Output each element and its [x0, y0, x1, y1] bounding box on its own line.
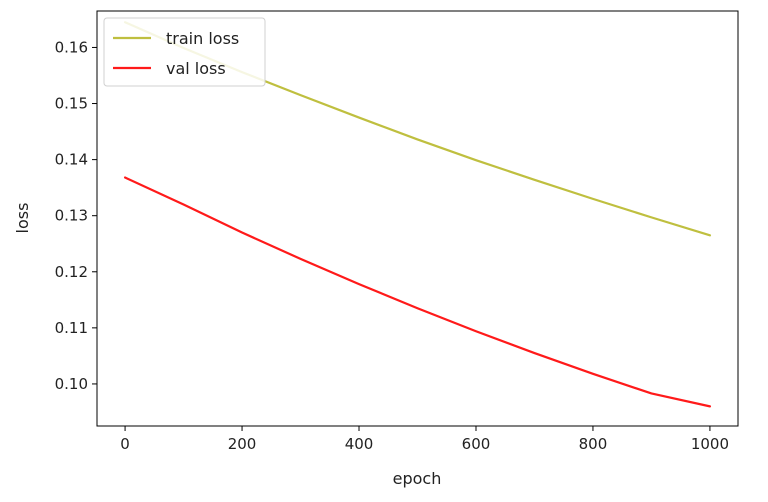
x-tick-label: 600 [462, 435, 491, 453]
y-tick-label: 0.13 [55, 207, 88, 225]
legend-label-train-loss: train loss [166, 29, 239, 48]
ticks-layer: 0 200 400 600 800 1000 0.10 0.11 0.12 0.13 0.14 0.1… [55, 38, 729, 453]
x-tick-label: 800 [579, 435, 608, 453]
x-tick-label: 400 [345, 435, 374, 453]
x-tick-label: 200 [228, 435, 257, 453]
plot-frame [96, 10, 739, 427]
y-tick-label: 0.11 [55, 319, 88, 337]
x-tick-label: 0 [120, 435, 130, 453]
y-axis-label: loss [13, 203, 32, 234]
legend-label-val-loss: val loss [166, 59, 226, 78]
y-tick-label: 0.16 [55, 38, 88, 56]
y-tick-label: 0.14 [55, 151, 88, 169]
y-tick-label: 0.15 [55, 95, 88, 113]
x-tick-label: 1000 [691, 435, 729, 453]
legend: train loss val loss [103, 17, 266, 87]
series-line-val-loss [123, 176, 712, 408]
x-axis-label: epoch [393, 469, 442, 488]
y-tick-label: 0.10 [55, 375, 88, 393]
y-tick-label: 0.12 [55, 263, 88, 281]
